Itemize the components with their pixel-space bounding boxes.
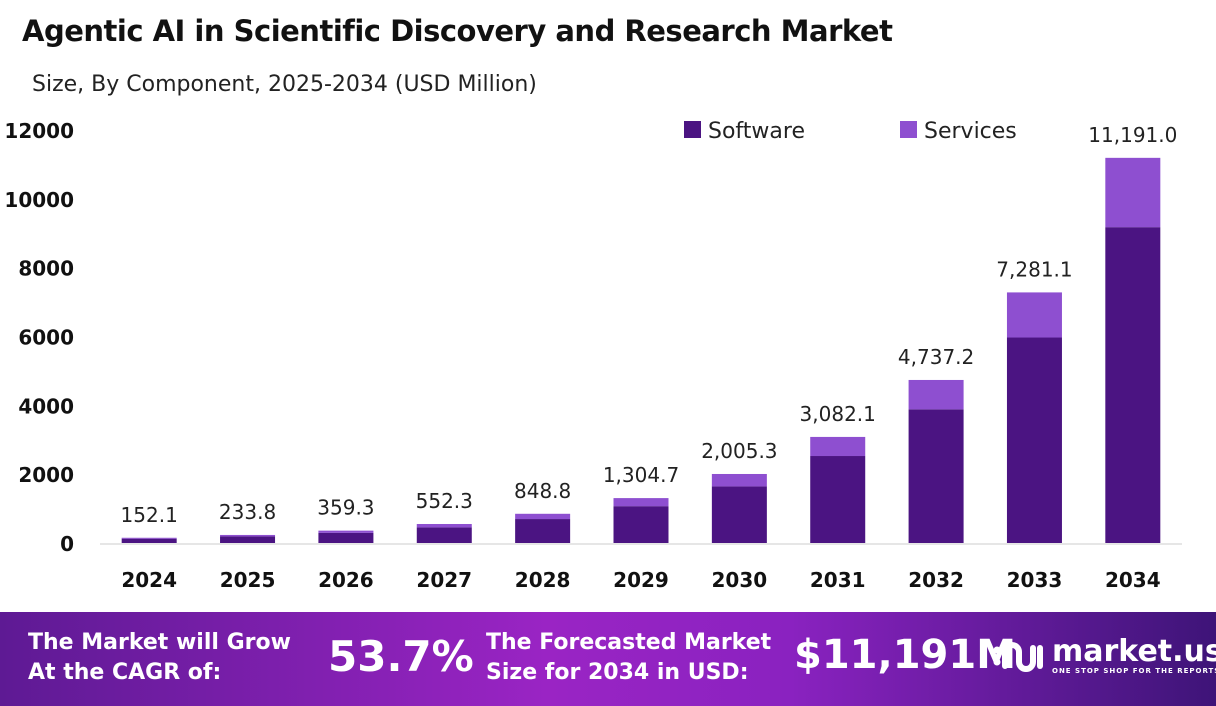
bar-software-2025 xyxy=(220,536,276,543)
logo-tagline: ONE STOP SHOP FOR THE REPORTS xyxy=(1052,667,1216,675)
x-tick-label: 2029 xyxy=(613,568,669,592)
x-tick-label: 2034 xyxy=(1105,568,1161,592)
bar-services-2030 xyxy=(711,473,767,487)
bar-software-2027 xyxy=(416,527,472,543)
data-label-2034: 11,191.0 xyxy=(1088,123,1177,147)
x-tick-label: 2033 xyxy=(1007,568,1063,592)
legend-swatch-services xyxy=(900,121,917,138)
y-tick-label: 10000 xyxy=(4,188,74,212)
bar-software-2033 xyxy=(1006,337,1062,543)
bar-services-2032 xyxy=(908,379,964,410)
bar-services-2028 xyxy=(515,513,571,520)
y-tick-label: 4000 xyxy=(18,394,74,418)
data-label-2030: 2,005.3 xyxy=(701,439,777,463)
cagr-label-line1: The Market will Grow xyxy=(28,630,291,655)
bar-software-2032 xyxy=(908,409,964,543)
data-label-2025: 233.8 xyxy=(219,500,276,524)
bar-software-2024 xyxy=(121,538,177,543)
bar-services-2025 xyxy=(220,534,276,537)
chart-title: Agentic AI in Scientific Discovery and R… xyxy=(22,14,893,48)
bar-software-2030 xyxy=(711,486,767,543)
bar-services-2031 xyxy=(810,436,866,457)
bar-software-2031 xyxy=(810,456,866,543)
logo-name: market.us xyxy=(1052,634,1216,669)
cagr-value: 53.7% xyxy=(328,632,474,681)
x-tick-label: 2032 xyxy=(908,568,964,592)
market-size-label: The Forecasted Market Size for 2034 in US… xyxy=(486,628,771,688)
x-tick-label: 2028 xyxy=(515,568,571,592)
data-label-2027: 552.3 xyxy=(416,489,473,513)
bar-services-2029 xyxy=(613,498,669,507)
y-tick-label: 12000 xyxy=(4,119,74,143)
data-label-2031: 3,082.1 xyxy=(800,402,876,426)
bar-services-2027 xyxy=(416,523,472,528)
y-tick-label: 2000 xyxy=(18,463,74,487)
logo-icon xyxy=(993,642,1043,672)
bar-services-2026 xyxy=(318,530,374,533)
x-tick-label: 2027 xyxy=(416,568,472,592)
market-us-logo: market.us ONE STOP SHOP FOR THE REPORTS xyxy=(992,636,1216,676)
bar-services-2024 xyxy=(121,537,177,539)
size-label-line2: Size for 2034 in USD: xyxy=(486,660,749,685)
bar-software-2026 xyxy=(318,532,374,543)
legend-label-software: Software xyxy=(708,119,805,144)
legend-swatch-software xyxy=(684,121,701,138)
footer-banner: The Market will Grow At the CAGR of: 53.7… xyxy=(0,612,1216,706)
data-label-2029: 1,304.7 xyxy=(603,463,679,487)
bar-software-2029 xyxy=(613,506,669,543)
y-tick-label: 0 xyxy=(60,532,74,556)
data-label-2024: 152.1 xyxy=(121,503,178,527)
bar-software-2034 xyxy=(1105,227,1161,544)
x-tick-label: 2025 xyxy=(220,568,276,592)
x-tick-label: 2030 xyxy=(712,568,768,592)
legend-label-services: Services xyxy=(924,119,1017,144)
chart-subtitle: Size, By Component, 2025-2034 (USD Milli… xyxy=(32,72,537,97)
size-label-line1: The Forecasted Market xyxy=(486,630,772,655)
bar-services-2034 xyxy=(1105,157,1161,228)
x-tick-label: 2024 xyxy=(121,568,177,592)
data-label-2032: 4,737.2 xyxy=(898,345,974,369)
bar-services-2033 xyxy=(1006,292,1062,338)
x-tick-label: 2031 xyxy=(810,568,866,592)
y-tick-label: 8000 xyxy=(18,257,74,281)
cagr-label: The Market will Grow At the CAGR of: xyxy=(28,628,291,688)
data-label-2026: 359.3 xyxy=(317,496,374,520)
cagr-label-line2: At the CAGR of: xyxy=(28,660,222,685)
bar-chart: 0 2000 4000 6000 8000 10000 12000 152.1 2024 233.… xyxy=(4,119,1182,592)
y-tick-label: 6000 xyxy=(18,326,74,350)
data-label-2033: 7,281.1 xyxy=(996,257,1072,281)
bar-software-2028 xyxy=(515,519,571,543)
x-tick-label: 2026 xyxy=(318,568,374,592)
market-size-value: $11,191M xyxy=(794,632,1016,678)
data-label-2028: 848.8 xyxy=(514,479,571,503)
